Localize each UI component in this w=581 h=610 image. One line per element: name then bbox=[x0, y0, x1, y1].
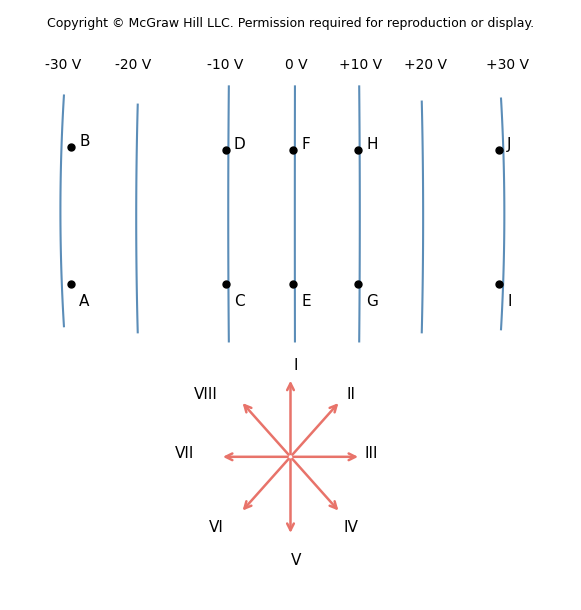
Text: A: A bbox=[80, 295, 89, 309]
Text: V: V bbox=[290, 553, 301, 567]
Text: +30 V: +30 V bbox=[486, 58, 529, 72]
Text: B: B bbox=[80, 134, 90, 149]
Text: F: F bbox=[302, 137, 310, 152]
Text: H: H bbox=[366, 137, 378, 152]
Text: +10 V: +10 V bbox=[339, 58, 382, 72]
Text: J: J bbox=[507, 137, 511, 152]
Text: VII: VII bbox=[175, 447, 195, 461]
Text: VIII: VIII bbox=[193, 387, 217, 403]
Text: II: II bbox=[347, 387, 356, 403]
Text: -10 V: -10 V bbox=[207, 58, 243, 72]
Text: IV: IV bbox=[343, 520, 358, 536]
Text: III: III bbox=[365, 447, 378, 461]
Text: 0 V: 0 V bbox=[285, 58, 307, 72]
Text: C: C bbox=[234, 295, 244, 309]
Text: -30 V: -30 V bbox=[45, 58, 81, 72]
Text: -20 V: -20 V bbox=[116, 58, 152, 72]
Text: VI: VI bbox=[209, 520, 224, 536]
Text: G: G bbox=[366, 295, 378, 309]
Text: D: D bbox=[234, 137, 245, 152]
Text: +20 V: +20 V bbox=[404, 58, 447, 72]
Text: I: I bbox=[507, 295, 511, 309]
Text: Copyright © McGraw Hill LLC. Permission required for reproduction or display.: Copyright © McGraw Hill LLC. Permission … bbox=[47, 16, 534, 29]
Text: I: I bbox=[293, 358, 298, 373]
Text: E: E bbox=[302, 295, 311, 309]
